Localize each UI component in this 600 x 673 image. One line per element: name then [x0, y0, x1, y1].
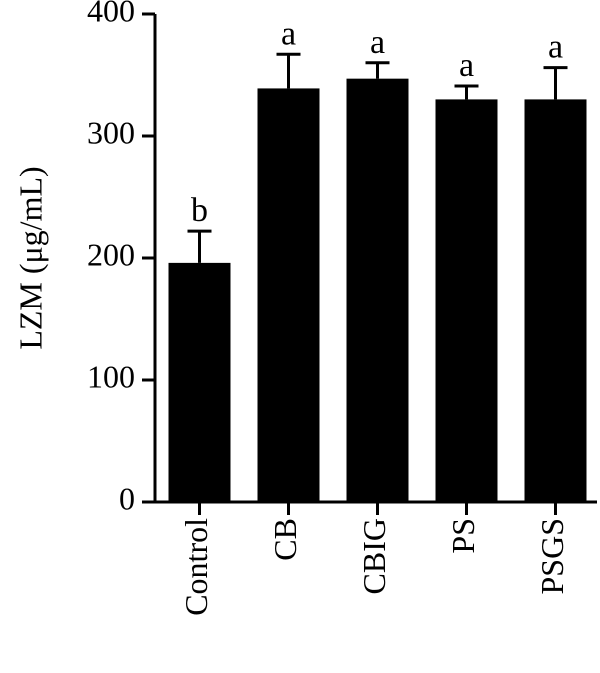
x-tick-label: CBIG [356, 518, 392, 594]
significance-label: b [191, 192, 208, 229]
bar [168, 262, 231, 502]
significance-label: a [459, 47, 474, 84]
significance-label: a [370, 24, 385, 61]
y-axis-label: LZM (μg/mL) [12, 166, 48, 349]
significance-label: a [281, 15, 296, 52]
y-tick-label: 0 [119, 480, 135, 516]
y-tick-label: 100 [87, 358, 135, 394]
x-tick-label: CB [267, 518, 303, 561]
x-tick-label: PS [445, 518, 481, 554]
y-tick-label: 400 [87, 0, 135, 28]
y-tick-label: 300 [87, 114, 135, 150]
bar [435, 99, 498, 503]
x-tick-label: Control [178, 518, 214, 616]
bar [257, 88, 320, 503]
x-tick-label: PSGS [534, 518, 570, 595]
significance-label: a [548, 29, 563, 66]
bar [346, 78, 409, 502]
bar [524, 99, 587, 503]
y-tick-label: 200 [87, 236, 135, 272]
